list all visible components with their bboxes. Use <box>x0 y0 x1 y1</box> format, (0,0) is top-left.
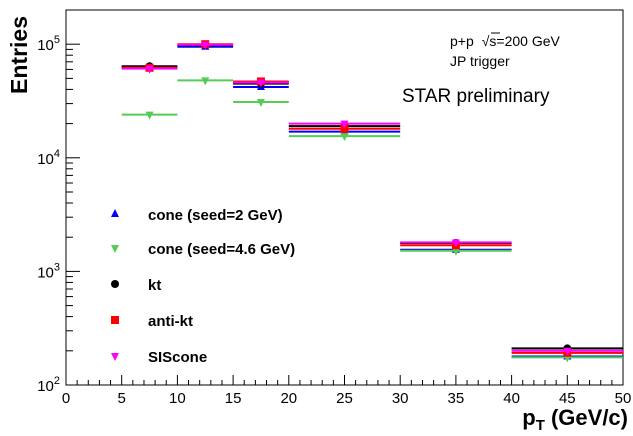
collision-prefix: p+p <box>450 33 474 49</box>
data-point <box>256 79 265 88</box>
x-axis-title-subscript: T <box>536 417 545 434</box>
legend-marker <box>111 245 119 253</box>
legend: cone (seed=2 GeV) cone (seed=4.6 GeV) kt an… <box>111 207 295 366</box>
x-tick-label: 5 <box>118 390 126 407</box>
y-tick-label: 104 <box>37 148 60 168</box>
data-point <box>340 120 349 129</box>
x-axis-title-main: p <box>522 405 535 430</box>
legend-marker <box>111 280 119 288</box>
x-tick-label: 0 <box>62 390 70 407</box>
x-axis-title: pT (GeV/c) <box>522 405 628 434</box>
legend-marker <box>111 353 119 361</box>
star-preliminary-label: STAR preliminary <box>402 86 550 107</box>
y-tick-label: 103 <box>37 261 60 281</box>
data-point <box>451 239 460 248</box>
data-point <box>201 77 210 86</box>
collision-sqrt: √s=200 GeV <box>482 33 561 49</box>
data-point <box>145 111 154 120</box>
data-point <box>201 41 210 50</box>
x-tick-label: 20 <box>280 390 297 407</box>
data-point <box>256 98 265 107</box>
y-tick-label: 102 <box>37 375 60 395</box>
data-point <box>340 133 349 142</box>
legend-label: kt <box>148 277 161 294</box>
legend-label: cone (seed=2 GeV) <box>148 207 283 224</box>
series-siscone <box>121 41 623 356</box>
x-tick-label: 30 <box>392 390 409 407</box>
data-point <box>145 65 154 74</box>
x-tick-label: 15 <box>225 390 242 407</box>
collision-annotation: p+p √s=200 GeV <box>450 33 561 49</box>
legend-marker <box>111 209 119 217</box>
x-tick-label: 50 <box>615 390 632 407</box>
x-tick-label: 40 <box>503 390 520 407</box>
legend-marker <box>111 316 119 324</box>
data-point <box>451 247 460 256</box>
y-axis-title: Entries <box>6 16 32 94</box>
x-tick-label: 45 <box>559 390 576 407</box>
series-cone-seed-4-6-gev- <box>121 77 623 363</box>
x-tick-label: 10 <box>169 390 186 407</box>
legend-label: anti-kt <box>148 313 193 330</box>
x-axis-title-unit: (GeV/c) <box>545 405 628 430</box>
legend-label: cone (seed=4.6 GeV) <box>148 241 295 258</box>
axis-layer: 0 5 10 15 20 25 30 35 40 45 50 102 103 104 105 <box>37 9 632 407</box>
y-tick-label: 105 <box>37 34 60 54</box>
series-layer <box>121 40 623 363</box>
legend-label: SIScone <box>148 349 207 366</box>
data-point <box>340 124 349 133</box>
data-point <box>563 347 572 356</box>
x-tick-label: 25 <box>336 390 353 407</box>
x-tick-label: 35 <box>448 390 465 407</box>
trigger-annotation: JP trigger <box>450 53 510 69</box>
